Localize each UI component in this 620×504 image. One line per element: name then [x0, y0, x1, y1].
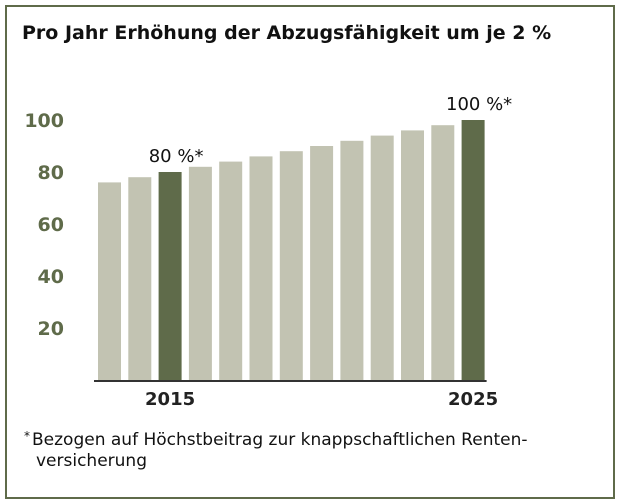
data-label-2015: 80 %*	[149, 146, 204, 167]
bar-2020	[310, 146, 334, 380]
footnote-line-1: Bezogen auf Höchstbeitrag zur knappschaf…	[32, 430, 528, 450]
chart-title: Pro Jahr Erhöhung der Abzugsfähigkeit um…	[22, 22, 552, 44]
bar-2018	[249, 156, 273, 380]
bar-2014	[128, 177, 152, 380]
y-tick-label-20: 20	[38, 318, 64, 340]
y-tick-label-100: 100	[24, 110, 64, 132]
x-tick-label-2015: 2015	[145, 389, 195, 410]
footnote-marker: *	[24, 429, 30, 443]
y-tick-label-60: 60	[38, 214, 64, 236]
y-tick-label-40: 40	[38, 266, 64, 288]
x-axis: 2015 2025	[145, 389, 498, 410]
y-axis: 20 40 60 80 100	[24, 110, 64, 340]
bars-group	[98, 120, 485, 380]
bar-2016	[188, 166, 212, 380]
bar-2023	[401, 130, 424, 380]
bar-2022	[370, 135, 394, 380]
bar-2017	[219, 161, 243, 380]
bar-2015	[158, 172, 182, 380]
x-tick-label-2025: 2025	[448, 389, 498, 410]
footnote-line-2: versicherung	[36, 451, 147, 471]
y-tick-label-80: 80	[38, 162, 64, 184]
bar-2013	[98, 182, 121, 380]
data-label-2025: 100 %*	[446, 94, 512, 115]
bar-2019	[279, 151, 303, 380]
data-labels: 80 %* 100 %*	[149, 94, 512, 167]
bar-2024	[431, 125, 455, 380]
bar-2025	[461, 120, 485, 380]
bar-2021	[340, 140, 364, 380]
footnote: * Bezogen auf Höchstbeitrag zur knappscha…	[24, 426, 584, 472]
